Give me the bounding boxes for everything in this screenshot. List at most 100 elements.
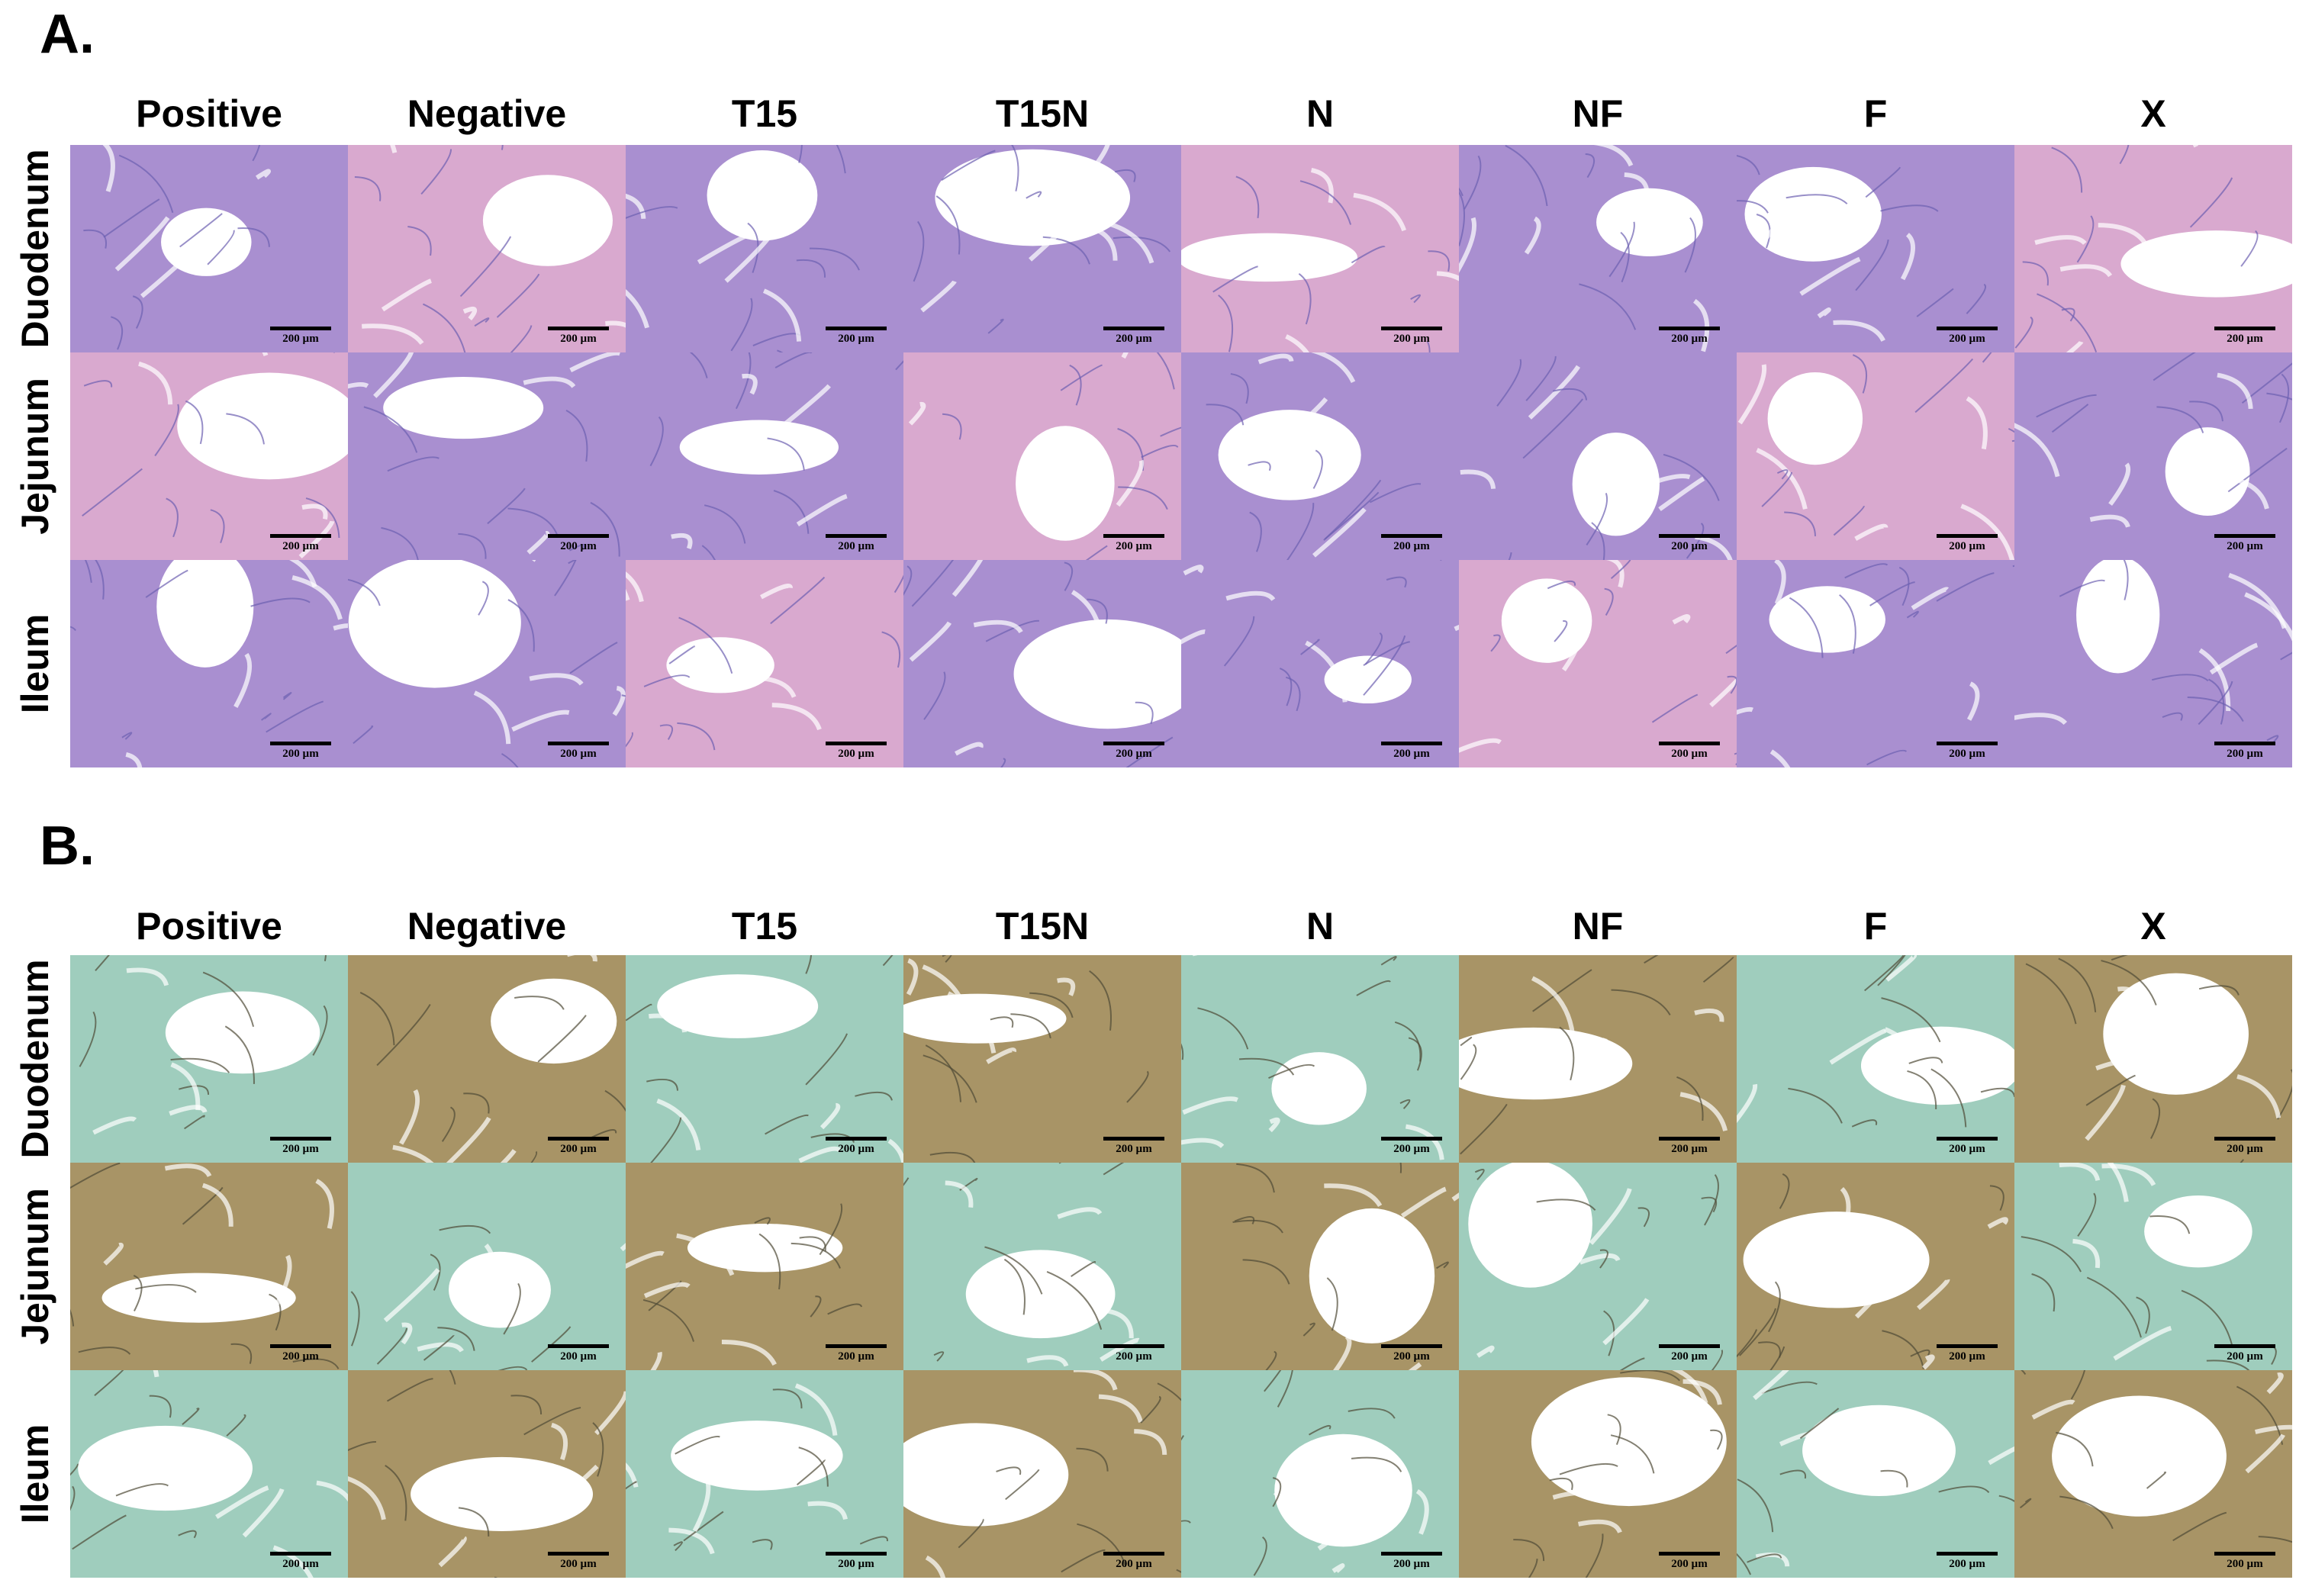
scale-bar-label: 200 µm	[2227, 333, 2263, 345]
scale-bar-label: 200 µm	[560, 333, 597, 345]
scale-bar-label: 200 µm	[1116, 748, 1152, 760]
panel-a-micrograph: 200 µm	[2014, 560, 2292, 767]
scale-bar-line	[548, 534, 609, 538]
panel-b-column-header: Positive	[136, 905, 282, 948]
scale-bar-label: 200 µm	[1671, 1350, 1708, 1363]
panel-a-micrograph: 200 µm	[1181, 352, 1459, 560]
scale-bar-line	[270, 1344, 331, 1348]
scale-bar-label: 200 µm	[1116, 1143, 1152, 1155]
panel-b-micrograph: 200 µm	[626, 955, 903, 1163]
panel-a-micrograph: 200 µm	[2014, 145, 2292, 352]
panel-b-column-header: F	[1863, 905, 1888, 948]
panel-a-micrograph: 200 µm	[70, 560, 348, 767]
scale-bar-label: 200 µm	[1393, 748, 1430, 760]
scale-bar-label: 200 µm	[282, 1558, 319, 1570]
scale-bar: 200 µm	[1659, 1552, 1720, 1570]
scale-bar-label: 200 µm	[282, 333, 319, 345]
scale-bar: 200 µm	[1381, 534, 1442, 552]
panel-b-row-header: Duodenum	[14, 959, 56, 1159]
scale-bar-line	[1659, 534, 1720, 538]
scale-bar-label: 200 µm	[1671, 1143, 1708, 1155]
scale-bar-label: 200 µm	[1949, 1558, 1985, 1570]
scale-bar-label: 200 µm	[1393, 1143, 1430, 1155]
scale-bar: 200 µm	[2214, 1137, 2275, 1155]
panel-a-column-header: Negative	[407, 92, 567, 135]
scale-bar-label: 200 µm	[2227, 748, 2263, 760]
panel-a-micrograph: 200 µm	[903, 145, 1181, 352]
scale-bar-label: 200 µm	[282, 1143, 319, 1155]
scale-bar-line	[270, 1137, 331, 1141]
scale-bar-label: 200 µm	[838, 1350, 874, 1363]
panel-a-micrograph: 200 µm	[1737, 145, 2014, 352]
scale-bar-line	[548, 742, 609, 745]
scale-bar-line	[2214, 1552, 2275, 1556]
scale-bar: 200 µm	[1381, 327, 1442, 345]
scale-bar-label: 200 µm	[1393, 333, 1430, 345]
scale-bar-label: 200 µm	[2227, 540, 2263, 552]
scale-bar-line	[1937, 1344, 1998, 1348]
scale-bar: 200 µm	[1659, 327, 1720, 345]
scale-bar: 200 µm	[270, 327, 331, 345]
panel-b-micrograph: 200 µm	[1459, 1370, 1737, 1578]
panel-a-micrograph: 200 µm	[348, 145, 626, 352]
panel-a-column-header: F	[1863, 92, 1888, 135]
scale-bar: 200 µm	[826, 742, 887, 760]
panel-a-column-header: Positive	[136, 92, 282, 135]
panel-b-micrograph: 200 µm	[1737, 1370, 2014, 1578]
scale-bar-label: 200 µm	[838, 333, 874, 345]
scale-bar-line	[2214, 534, 2275, 538]
scale-bar-line	[270, 534, 331, 538]
panel-b-column-header: Negative	[407, 905, 567, 948]
scale-bar-line	[826, 1344, 887, 1348]
scale-bar: 200 µm	[1659, 1344, 1720, 1363]
panel-b-micrograph: 200 µm	[1459, 955, 1737, 1163]
panel-b-micrograph: 200 µm	[2014, 955, 2292, 1163]
panel-a-column-header: N	[1306, 92, 1335, 135]
panel-b-label: B.	[40, 816, 95, 877]
scale-bar-line	[548, 1344, 609, 1348]
panel-a-micrograph: 200 µm	[626, 560, 903, 767]
panel-b-micrograph: 200 µm	[70, 1370, 348, 1578]
scale-bar: 200 µm	[826, 1552, 887, 1570]
scale-bar-line	[1381, 1137, 1442, 1141]
scale-bar: 200 µm	[1103, 742, 1164, 760]
panel-a-micrograph: 200 µm	[348, 352, 626, 560]
panel-b-micrograph: 200 µm	[348, 1163, 626, 1370]
scale-bar-label: 200 µm	[1671, 748, 1708, 760]
scale-bar: 200 µm	[548, 742, 609, 760]
panel-b-micrograph: 200 µm	[70, 955, 348, 1163]
scale-bar: 200 µm	[1937, 1137, 1998, 1155]
scale-bar-line	[1103, 534, 1164, 538]
scale-bar-label: 200 µm	[1949, 748, 1985, 760]
scale-bar: 200 µm	[1937, 742, 1998, 760]
scale-bar-line	[1659, 1137, 1720, 1141]
scale-bar-line	[2214, 1137, 2275, 1141]
scale-bar-label: 200 µm	[838, 1558, 874, 1570]
panel-b-row-header: Ileum	[14, 1424, 56, 1524]
scale-bar: 200 µm	[1381, 1344, 1442, 1363]
panel-b-micrograph: 200 µm	[348, 1370, 626, 1578]
panel-a-micrograph: 200 µm	[626, 145, 903, 352]
scale-bar-label: 200 µm	[282, 748, 319, 760]
scale-bar: 200 µm	[270, 1552, 331, 1570]
scale-bar: 200 µm	[1103, 1344, 1164, 1363]
scale-bar: 200 µm	[826, 1137, 887, 1155]
panel-b-micrograph: 200 µm	[1181, 1370, 1459, 1578]
panel-a-micrograph: 200 µm	[2014, 352, 2292, 560]
scale-bar-line	[826, 327, 887, 330]
scale-bar: 200 µm	[1381, 1552, 1442, 1570]
panel-b-micrograph: 200 µm	[348, 955, 626, 1163]
scale-bar-line	[826, 1552, 887, 1556]
scale-bar-line	[548, 327, 609, 330]
scale-bar-line	[1103, 1552, 1164, 1556]
scale-bar-line	[1103, 327, 1164, 330]
scale-bar-line	[548, 1552, 609, 1556]
panel-b-column-header: X	[2140, 905, 2166, 948]
scale-bar-label: 200 µm	[1949, 333, 1985, 345]
scale-bar-line	[1381, 1344, 1442, 1348]
scale-bar: 200 µm	[548, 327, 609, 345]
scale-bar-line	[270, 327, 331, 330]
panel-b-micrograph: 200 µm	[2014, 1163, 2292, 1370]
panel-b-micrograph: 200 µm	[626, 1163, 903, 1370]
panel-a-row-header: Duodenum	[14, 149, 56, 349]
